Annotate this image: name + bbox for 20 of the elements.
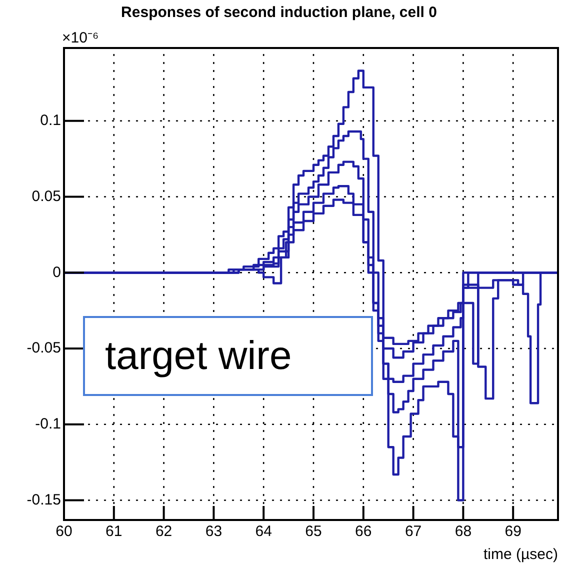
annotation: target wire <box>83 316 373 396</box>
x-tick-label: 69 <box>504 523 522 540</box>
chart-title: Responses of second induction plane, cell 0 <box>121 4 437 22</box>
y-tick-label: 0 <box>52 264 61 281</box>
x-tick-label: 68 <box>454 523 472 540</box>
x-tick-label: 67 <box>404 523 422 540</box>
text: ×10⁻⁶ <box>62 30 99 47</box>
y-tick-label: 0.05 <box>32 188 61 205</box>
x-tick-label: 63 <box>205 523 222 540</box>
x-tick-label: 64 <box>255 523 272 540</box>
y-tick-label: -0.15 <box>26 491 61 508</box>
x-axis-title: time (µsec) <box>484 546 558 564</box>
y-tick-label: -0.1 <box>35 416 61 433</box>
x-tick-label: 60 <box>56 523 72 540</box>
y-tick-label: 0.1 <box>40 112 61 129</box>
x-tick-label: 65 <box>305 523 322 540</box>
x-tick-label: 66 <box>355 523 372 540</box>
y-tick-label: -0.05 <box>26 340 61 357</box>
x-tick-label: 61 <box>106 523 122 540</box>
x-tick-label: 62 <box>155 523 172 540</box>
